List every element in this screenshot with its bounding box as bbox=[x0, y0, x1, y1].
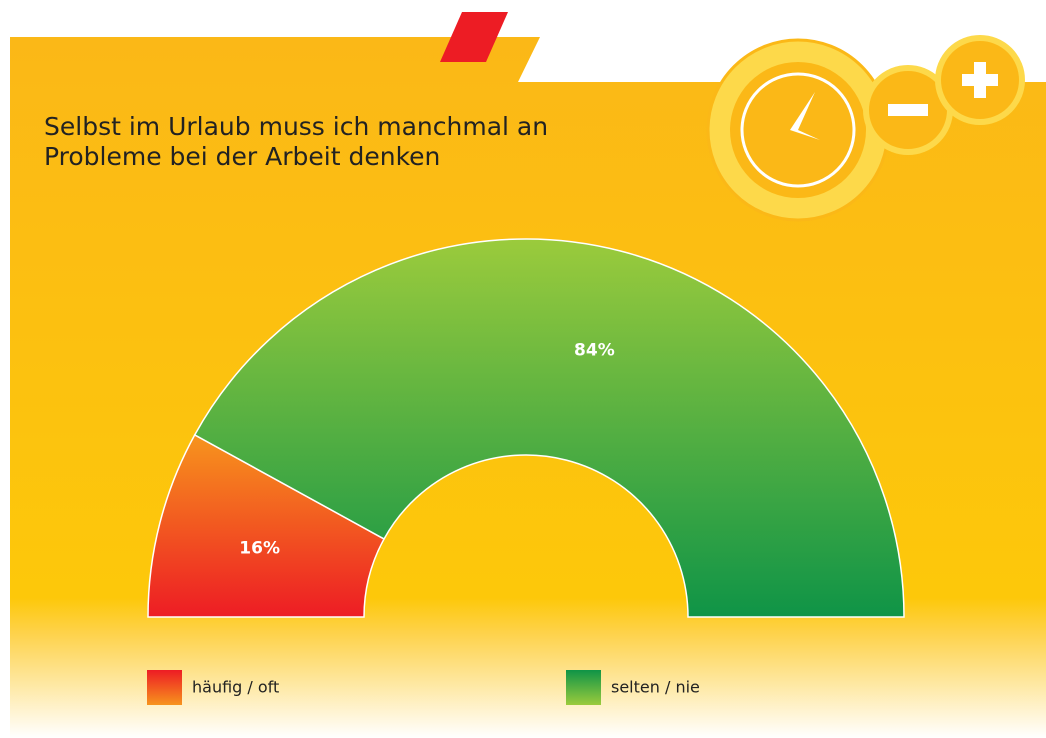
legend-label: selten / nie bbox=[611, 678, 700, 697]
slice bbox=[193, 238, 905, 618]
chart-title: Selbst im Urlaub muss ich manchmal an Pr… bbox=[44, 112, 549, 171]
legend-label: häufig / oft bbox=[192, 678, 279, 697]
clock-icon bbox=[706, 35, 1025, 222]
legend-swatch bbox=[147, 670, 182, 705]
data-label: 16% bbox=[239, 539, 280, 559]
data-label: 84% bbox=[574, 341, 615, 361]
accent bbox=[440, 12, 508, 62]
legend-swatch bbox=[566, 670, 601, 705]
